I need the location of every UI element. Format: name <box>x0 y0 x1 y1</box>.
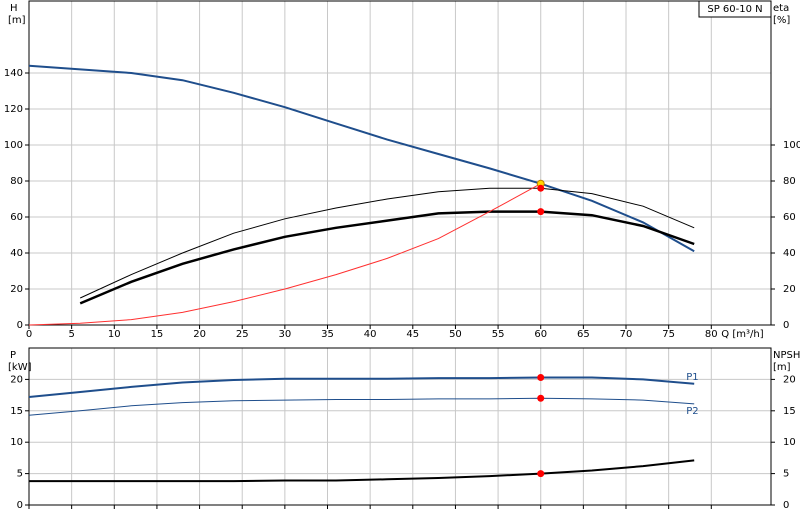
duty-point <box>537 470 545 478</box>
x-tick-label: 65 <box>577 329 590 340</box>
y2-tick-label: 10 <box>783 437 796 448</box>
y-tick-label: 0 <box>17 320 23 331</box>
y2-axis-unit: [%] <box>773 15 790 26</box>
series-line <box>29 459 695 483</box>
y-axis-label: H <box>10 3 18 14</box>
y-tick-label: 40 <box>10 248 23 259</box>
series-label: P2 <box>686 406 698 417</box>
y2-tick-label: 100 <box>783 140 800 151</box>
duty-point <box>537 374 545 382</box>
x-tick-label: 60 <box>534 329 547 340</box>
x-tick-label: 50 <box>449 329 462 340</box>
y2-axis-label: NPSH <box>773 350 800 361</box>
series-line <box>79 210 695 305</box>
x-tick-label: 45 <box>406 329 419 340</box>
y-tick-label: 80 <box>10 176 23 187</box>
x-tick-label: 10 <box>108 329 121 340</box>
y2-tick-label: 15 <box>783 406 796 417</box>
y-tick-label: 60 <box>10 212 23 223</box>
y-axis-label: P <box>10 350 16 361</box>
series-line <box>79 187 695 299</box>
y2-axis-label: eta <box>773 3 789 14</box>
y-tick-label: 100 <box>4 140 23 151</box>
y2-tick-label: 0 <box>783 320 789 331</box>
x-tick-label: 55 <box>492 329 505 340</box>
plot-frame <box>28 0 772 326</box>
series-line <box>28 64 695 253</box>
y-tick-label: 15 <box>10 406 23 417</box>
y-axis-unit: [m] <box>8 15 26 26</box>
series-label: P1 <box>686 372 698 383</box>
x-tick-label: 70 <box>620 329 633 340</box>
y2-tick-label: 0 <box>783 500 789 511</box>
y-tick-label: 120 <box>4 104 23 115</box>
series-line <box>28 183 541 326</box>
y2-tick-label: 5 <box>783 469 789 480</box>
y-axis-unit: [kW] <box>8 362 32 373</box>
x-tick-label: 15 <box>151 329 164 340</box>
x-tick-label: 0 <box>26 329 32 340</box>
x-tick-label: 20 <box>193 329 206 340</box>
y2-tick-label: 20 <box>783 374 796 385</box>
x-tick-label: 35 <box>321 329 334 340</box>
y2-tick-label: 60 <box>783 212 796 223</box>
plot-frame <box>28 347 772 506</box>
x-tick-label: 40 <box>364 329 377 340</box>
x-axis-label: Q [m³/h] <box>721 329 763 340</box>
series-line <box>28 376 695 398</box>
chart-title: SP 60-10 N <box>707 4 762 15</box>
x-tick-label: 25 <box>236 329 249 340</box>
y-tick-label: 20 <box>10 374 23 385</box>
duty-point <box>537 184 545 192</box>
y-tick-label: 0 <box>17 500 23 511</box>
x-tick-label: 30 <box>278 329 291 340</box>
y-tick-label: 20 <box>10 284 23 295</box>
y2-tick-label: 80 <box>783 176 796 187</box>
y2-tick-label: 20 <box>783 284 796 295</box>
duty-point <box>537 394 545 402</box>
x-tick-label: 80 <box>705 329 718 340</box>
series-line <box>28 397 695 416</box>
y-tick-label: 10 <box>10 437 23 448</box>
title-box <box>698 0 772 18</box>
x-tick-label: 5 <box>68 329 74 340</box>
duty-point <box>537 208 545 216</box>
x-tick-label: 75 <box>662 329 675 340</box>
y2-axis-unit: [m] <box>773 362 791 373</box>
y2-tick-label: 40 <box>783 248 796 259</box>
y-tick-label: 5 <box>17 469 23 480</box>
y-tick-label: 140 <box>4 68 23 79</box>
